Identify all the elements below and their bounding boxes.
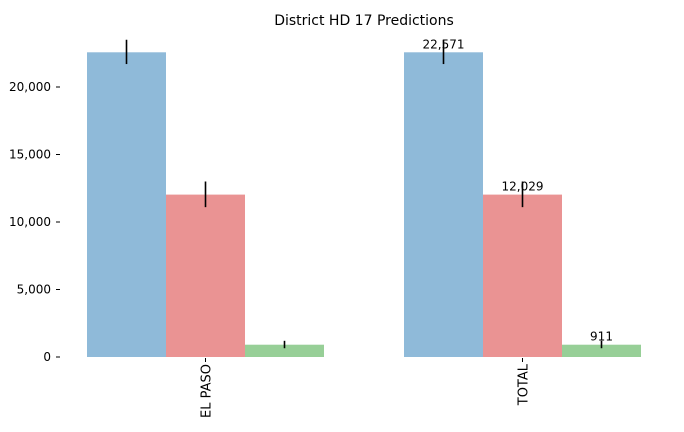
x-axis: EL PASO TOTAL <box>200 358 532 418</box>
y-tick-label: 20,000 <box>9 80 51 94</box>
y-tick-label: 5,000 <box>17 283 51 297</box>
bar <box>404 52 483 357</box>
y-axis: 0 5,000 10,000 15,000 20,000 <box>9 80 60 364</box>
chart-title: District HD 17 Predictions <box>274 13 454 29</box>
data-label: 12,029 <box>502 180 544 194</box>
data-label: 911 <box>590 330 613 344</box>
error-bars-group <box>125 39 603 349</box>
bar <box>562 344 641 357</box>
bars-group <box>87 52 641 357</box>
bar <box>483 194 562 357</box>
data-label: 22,571 <box>423 37 465 51</box>
y-tick-label: 10,000 <box>9 215 51 229</box>
x-tick-label: TOTAL <box>517 363 532 406</box>
bar <box>166 194 245 357</box>
y-tick-label: 15,000 <box>9 148 51 162</box>
x-tick-label: EL PASO <box>200 364 215 418</box>
bar <box>87 52 166 357</box>
data-labels-group: 22,571 12,029 911 <box>423 37 613 343</box>
bar <box>245 344 324 357</box>
y-tick-label: 0 <box>43 350 51 364</box>
